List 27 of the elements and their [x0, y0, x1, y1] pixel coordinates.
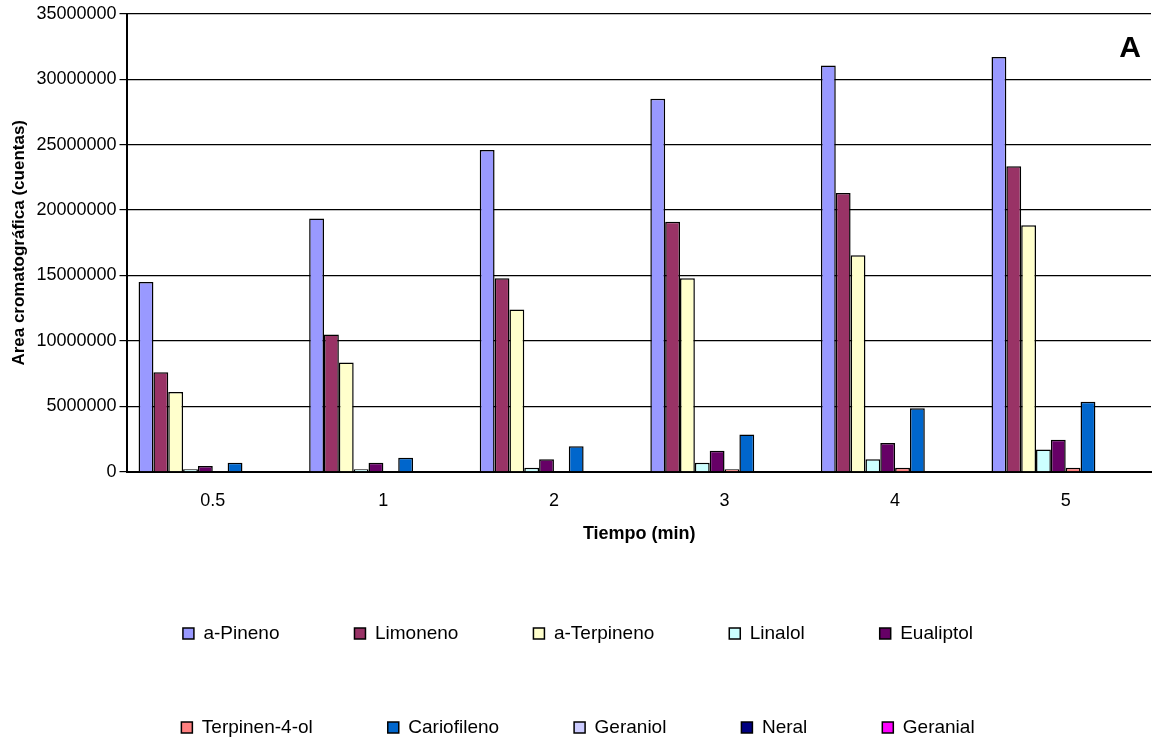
y-tick-label: 25000000 — [36, 133, 117, 154]
annotation: A — [1119, 30, 1141, 64]
legend-label: Geranial — [902, 715, 975, 737]
x-tick-label: 0.5 — [200, 489, 226, 510]
x-axis-title: Tiempo (min) — [582, 523, 696, 544]
legend-label: Terpinen-4-ol — [201, 715, 313, 737]
y-tick-label: 30000000 — [36, 68, 117, 89]
y-axis-title: Area cromatográfica (cuentas) — [8, 119, 28, 366]
x-tick-label: 1 — [378, 489, 389, 510]
y-tick-label: 20000000 — [36, 199, 117, 220]
y-tick-label: 5000000 — [46, 395, 117, 416]
legend-label: a-Pineno — [203, 621, 280, 643]
x-tick-label: 2 — [548, 489, 559, 510]
x-tick-label: 5 — [1060, 489, 1071, 510]
legend-label: Cariofileno — [408, 715, 500, 737]
x-tick-label: 3 — [719, 489, 730, 510]
y-tick-label: 10000000 — [36, 329, 117, 350]
legend-label: Linalol — [749, 621, 805, 643]
legend-label: Eualiptol — [900, 621, 974, 643]
legend-label: Geraniol — [594, 715, 667, 737]
y-tick-label: 35000000 — [36, 2, 117, 23]
y-tick-label: 0 — [106, 460, 117, 481]
y-tick-label: 15000000 — [36, 264, 117, 285]
legend-label: Neral — [761, 715, 808, 737]
legend-label: Limoneno — [374, 621, 459, 643]
legend-label: a-Terpineno — [553, 621, 655, 643]
x-tick-label: 4 — [890, 489, 901, 510]
